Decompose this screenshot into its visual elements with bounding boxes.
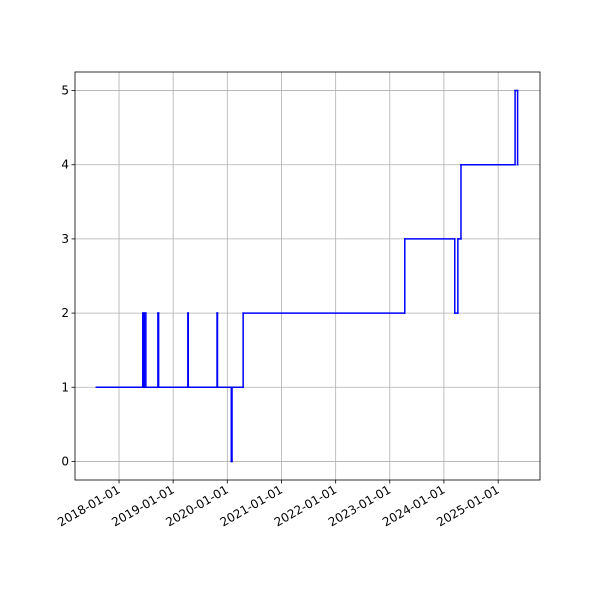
y-tick-label: 3 [61,232,69,246]
y-tick-label: 4 [61,158,69,172]
y-tick-label: 1 [61,380,69,394]
y-tick-label: 5 [61,84,69,98]
y-tick-label: 2 [61,306,69,320]
y-tick-label: 0 [61,454,69,468]
axes-frame [74,71,541,481]
plot-layer [95,89,519,463]
